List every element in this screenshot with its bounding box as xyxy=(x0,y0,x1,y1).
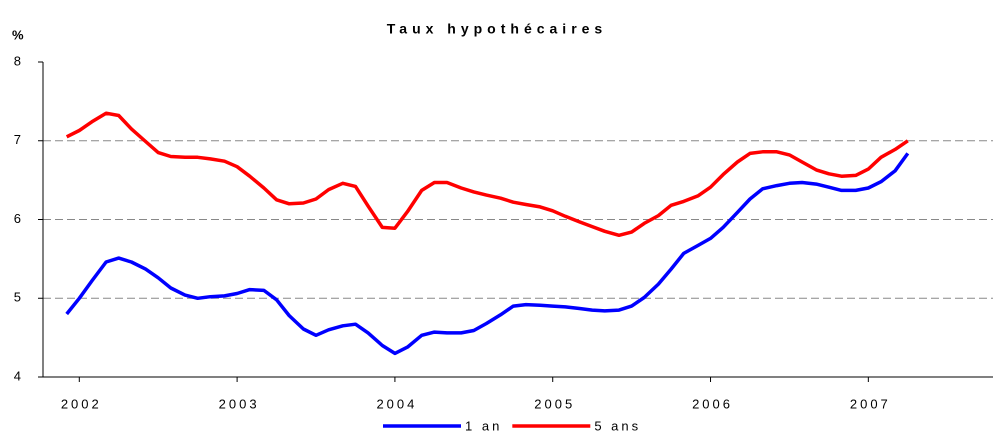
x-tick-label: 2005 xyxy=(534,396,575,411)
y-tick-label: 6 xyxy=(14,211,21,226)
chart-title: Taux hypothécaires xyxy=(387,21,607,37)
x-tick-label: 2003 xyxy=(219,396,260,411)
y-tick-label: 5 xyxy=(14,290,21,305)
series-line xyxy=(65,111,909,238)
y-unit: % xyxy=(12,27,24,42)
x-tick-label: 2002 xyxy=(61,396,102,411)
y-tick-label: 7 xyxy=(14,132,21,147)
x-tick-label: 2006 xyxy=(692,396,733,411)
series-line xyxy=(65,152,910,356)
x-tick-label: 2004 xyxy=(376,396,417,411)
y-tick-label: 8 xyxy=(14,53,21,68)
y-tick-label: 4 xyxy=(14,368,21,383)
x-tick-label: 2007 xyxy=(850,396,891,411)
legend-label: 5 ans xyxy=(594,418,641,433)
legend-label: 1 an xyxy=(465,418,502,433)
